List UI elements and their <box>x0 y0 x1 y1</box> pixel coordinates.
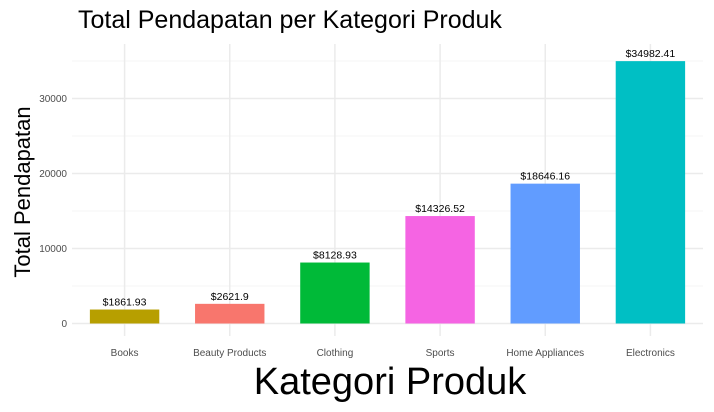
data-label: $2621.9 <box>211 291 249 303</box>
chart-title: Total Pendapatan per Kategori Produk <box>78 6 502 34</box>
y-tick-label: 20000 <box>39 169 67 180</box>
bar-sports <box>405 216 475 324</box>
y-tick-label: 30000 <box>39 94 67 105</box>
grid-lines <box>72 44 703 336</box>
y-tick-labels: 0 10000 20000 30000 <box>39 94 67 330</box>
x-tick-label: Beauty Products <box>193 348 266 359</box>
x-tick-label: Books <box>111 348 139 359</box>
x-tick-label: Sports <box>426 348 455 359</box>
data-label: $34982.41 <box>626 48 676 60</box>
x-axis-title: Kategori Produk <box>254 361 527 403</box>
y-tick-label: 10000 <box>39 244 67 255</box>
bar-books <box>89 309 160 324</box>
bar-clothing <box>300 262 370 324</box>
y-axis-title: Total Pendapatan <box>10 106 35 277</box>
data-label: $14326.52 <box>415 203 465 215</box>
bar-home-appliances <box>510 183 580 324</box>
x-tick-labels: Books Beauty Products Clothing Sports Home A… <box>111 348 675 359</box>
data-label: $18646.16 <box>520 171 570 183</box>
data-label: $1861.93 <box>103 297 147 309</box>
x-tick-label: Clothing <box>317 348 354 359</box>
bars <box>89 61 686 324</box>
y-tick-label: 0 <box>61 319 67 330</box>
x-tick-label: Home Appliances <box>506 348 584 359</box>
x-tick-label: Electronics <box>626 348 675 359</box>
bar-electronics <box>615 61 686 324</box>
data-label: $8128.93 <box>313 250 357 262</box>
data-labels: $1861.93 $2621.9 $8128.93 $14326.52 $18646.1… <box>103 48 676 308</box>
bar-beauty-products <box>195 303 265 324</box>
